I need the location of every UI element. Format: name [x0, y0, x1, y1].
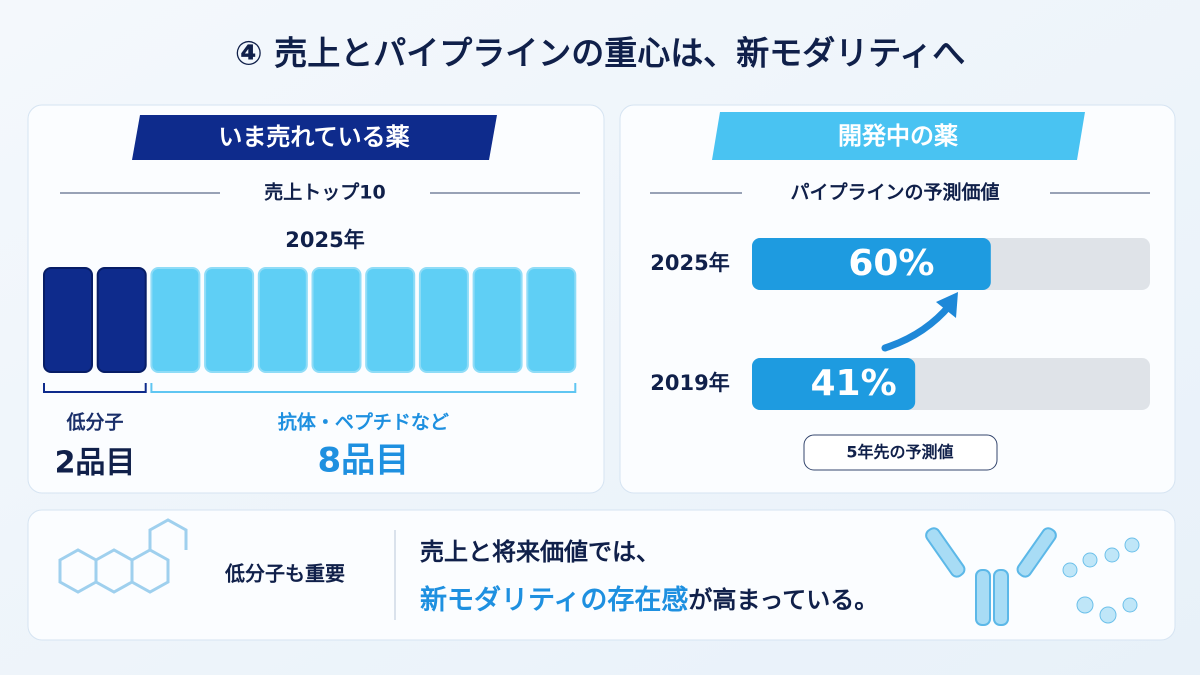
item-box [418, 267, 469, 373]
message-line: 売上と将来価値では、 [420, 538, 660, 566]
bar [752, 358, 916, 410]
highlight: 新モダリティの存在感 [420, 584, 688, 616]
bar [752, 238, 991, 290]
group-label: 低分子 [65, 411, 123, 434]
item-box [472, 267, 523, 373]
group-label: 抗体・ペプチドなど [278, 411, 449, 434]
bracket [43, 383, 147, 393]
panel-header: いま売れている薬 [218, 123, 409, 151]
title: ④ 売上とパイプラインの重心は、新モダリティへ [235, 34, 965, 73]
item-box [204, 267, 255, 373]
subtitle: 売上トップ10 [264, 181, 385, 204]
panel-header: 開発中の薬 [838, 122, 958, 150]
item-box [96, 267, 147, 373]
panel [27, 509, 1176, 641]
note: 5年先の予測値 [846, 443, 953, 462]
subtitle: パイプラインの予測価値 [790, 181, 999, 204]
note-box [803, 434, 998, 471]
item-box [365, 267, 416, 373]
message-line: 新モダリティの存在感が高まっている。 [420, 584, 878, 616]
item-box [311, 267, 362, 373]
bar-group: 2025年 60% 2019年 41% [650, 238, 1150, 410]
year-label: 2025年 [285, 228, 364, 252]
bracket [150, 383, 577, 393]
arrow [881, 301, 954, 352]
group-count: 2品目 [55, 446, 136, 481]
molecule-icon [58, 518, 188, 594]
value-label: 60% [848, 243, 934, 284]
arrow-head [936, 292, 958, 318]
item-box [257, 267, 308, 373]
item-box [43, 267, 93, 373]
row-label: 2025年 [650, 251, 729, 275]
group-count: 8品目 [318, 441, 410, 481]
bottom-left-text: 低分子も重要 [224, 562, 345, 586]
value-label: 41% [811, 363, 897, 404]
item-box [526, 267, 577, 373]
item-box [150, 267, 201, 373]
header-pill [132, 115, 497, 160]
header-pill [712, 112, 1085, 160]
message-rest: が高まっている。 [688, 586, 878, 614]
row-label: 2019年 [650, 371, 729, 395]
box-group: 低分子 2品目 抗体・ペプチドなど 8品目 [43, 267, 577, 481]
antibody-icon [925, 527, 1057, 626]
bead-icon [1062, 537, 1140, 624]
